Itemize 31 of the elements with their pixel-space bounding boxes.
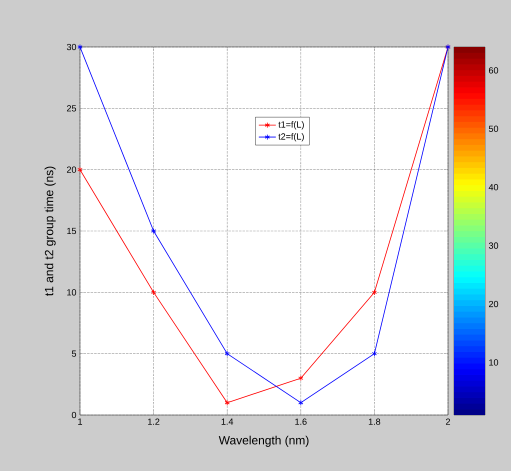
point — [372, 350, 377, 357]
legend-label: t2=f(L) — [278, 133, 304, 142]
color-bar-label: 10 — [489, 359, 498, 366]
x-tick-label: 2 — [446, 418, 450, 425]
y-tick-label: 15 — [67, 228, 76, 234]
x-tick-label: 1.2 — [148, 418, 160, 425]
point — [151, 228, 156, 234]
color-bar-label: 20 — [488, 300, 498, 308]
x-tick-label: 1 — [78, 418, 82, 425]
y-tick-label: 20 — [66, 166, 76, 173]
y-tick-label: 0 — [72, 412, 76, 418]
point — [224, 350, 230, 357]
x-tick-label: 1.4 — [222, 418, 234, 425]
color-bar-label: 40 — [488, 184, 498, 190]
x-axis-title: Wavelength (nm) — [218, 436, 309, 447]
y-tick-label: 30 — [66, 44, 76, 50]
color-bar-label: 60 — [488, 67, 498, 74]
point — [372, 289, 377, 296]
point — [151, 289, 156, 296]
color-bar-label: 30 — [488, 242, 498, 249]
y-tick-label: 25 — [66, 105, 76, 112]
x-tick-label: 1.8 — [368, 418, 380, 425]
legend-label: t1=f(L) — [278, 121, 304, 130]
point — [298, 400, 304, 406]
y-axis-title: t1 and t2 group time (ns) — [44, 166, 56, 296]
y-tick-label: 5 — [72, 350, 76, 357]
color-bar-label: 50 — [488, 126, 498, 132]
y-tick-label: 10 — [67, 289, 76, 296]
x-tick-label: 1.6 — [295, 418, 307, 425]
point — [298, 375, 304, 382]
point — [224, 400, 230, 406]
